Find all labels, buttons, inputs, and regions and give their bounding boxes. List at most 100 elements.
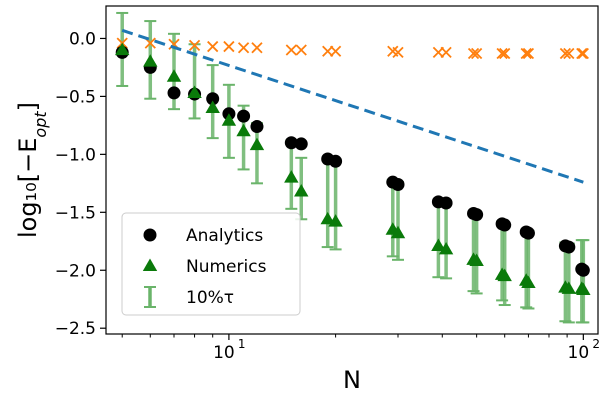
cross-point	[563, 47, 575, 60]
cross-point	[467, 47, 480, 60]
y-tick-label: 0.0	[69, 29, 96, 49]
cross-stroke	[440, 46, 452, 58]
cross-stroke	[223, 40, 235, 53]
legend: Analytics Numerics 10%τ	[121, 212, 301, 316]
cross-point	[576, 47, 588, 60]
cross-stroke	[237, 42, 250, 54]
legend-label: 10%τ	[186, 288, 234, 308]
numerics-point	[205, 100, 220, 114]
legend-item: Analytics	[143, 226, 263, 246]
numerics-point	[236, 123, 251, 137]
cross-point	[285, 44, 297, 56]
numerics-point	[469, 253, 484, 267]
legend-triangle-marker	[142, 258, 158, 272]
analytics-point	[521, 226, 535, 240]
y-tick-label: −0.5	[55, 87, 96, 107]
legend-label: Analytics	[186, 226, 263, 246]
analytics-point	[329, 154, 343, 168]
numerics-point	[221, 113, 237, 126]
errorbar	[577, 239, 590, 324]
cross-stroke	[577, 47, 589, 60]
analytics-point	[498, 218, 512, 232]
cross-point	[496, 47, 508, 60]
x-axis-ticks: 10 1 10 2	[121, 334, 600, 363]
cross-point	[237, 42, 250, 54]
legend-circle-marker	[143, 228, 157, 242]
legend-item: Numerics	[142, 257, 267, 277]
analytics-point	[167, 86, 181, 100]
y-tick-label: −2.0	[55, 261, 96, 281]
plot-frame	[105, 5, 599, 335]
y-tick-label: −2.5	[55, 319, 96, 339]
cross-point	[392, 46, 404, 58]
y-axis-label-main: log₁₀[−E	[14, 138, 42, 238]
numerics-point	[187, 85, 202, 98]
analytics-point	[562, 240, 576, 254]
cross-stroke	[520, 47, 532, 60]
cross-point	[471, 47, 483, 60]
cross-stroke	[576, 47, 588, 60]
numerics-point	[166, 69, 182, 82]
numerics-point	[320, 211, 335, 225]
numerics-point	[249, 137, 265, 151]
cross-point	[223, 40, 235, 53]
analytics-point	[206, 92, 220, 106]
errorbar	[522, 229, 535, 310]
x-tick-label: 10	[213, 343, 235, 363]
numerics-point	[328, 214, 343, 227]
numerics-point	[497, 268, 512, 282]
numerics-point	[390, 225, 406, 239]
cross-stroke	[467, 47, 480, 60]
y-axis-label-close: ]	[14, 102, 42, 111]
dashed-trend-line	[121, 28, 584, 184]
analytics-point	[576, 263, 590, 277]
cross-stroke	[285, 44, 297, 56]
analytics-point	[250, 120, 264, 134]
cross-point	[329, 45, 342, 57]
cross-point	[499, 47, 511, 60]
cross-stroke	[295, 44, 307, 56]
analytics-point	[237, 109, 251, 123]
cross-stroke	[392, 46, 404, 58]
errorbar	[329, 159, 342, 251]
numerics-point	[143, 54, 158, 67]
cross-point	[295, 44, 307, 56]
numerics-point	[438, 241, 454, 255]
cross-stroke	[563, 47, 575, 60]
x-axis-label: N	[343, 366, 361, 394]
analytics-point	[391, 177, 405, 191]
errorbar	[321, 159, 334, 249]
errorbar	[520, 229, 533, 309]
cross-series	[116, 37, 589, 60]
cross-stroke	[251, 42, 263, 54]
cross-stroke	[522, 47, 535, 60]
x-tick-label-exponent: 2	[592, 337, 600, 351]
cross-point	[207, 40, 219, 53]
y-axis-ticks: 0.0 −0.5 −1.0 −1.5 −2.0 −2.5	[55, 29, 106, 339]
cross-point	[520, 47, 532, 60]
x-tick-label: 10	[568, 343, 590, 363]
numerics-point	[294, 184, 309, 197]
analytics-point	[439, 196, 453, 210]
cross-stroke	[499, 47, 511, 60]
dashed-trend-series	[121, 28, 584, 184]
analytics-point	[470, 208, 484, 222]
analytics-point	[294, 137, 308, 151]
cross-point	[440, 46, 452, 58]
cross-point	[577, 47, 589, 60]
cross-point	[522, 47, 535, 60]
numerics-point	[576, 282, 591, 295]
cross-stroke	[387, 45, 399, 57]
y-tick-label: −1.0	[55, 145, 96, 165]
y-axis-label: log₁₀[−Eopt]	[14, 102, 50, 238]
cross-stroke	[559, 47, 572, 60]
cross-point	[251, 42, 263, 54]
cross-stroke	[496, 47, 508, 60]
legend-label: Numerics	[186, 257, 267, 277]
cross-stroke	[144, 37, 156, 49]
legend-box	[121, 212, 301, 316]
cross-stroke	[329, 45, 342, 57]
x-tick-label-exponent: 1	[238, 337, 246, 351]
